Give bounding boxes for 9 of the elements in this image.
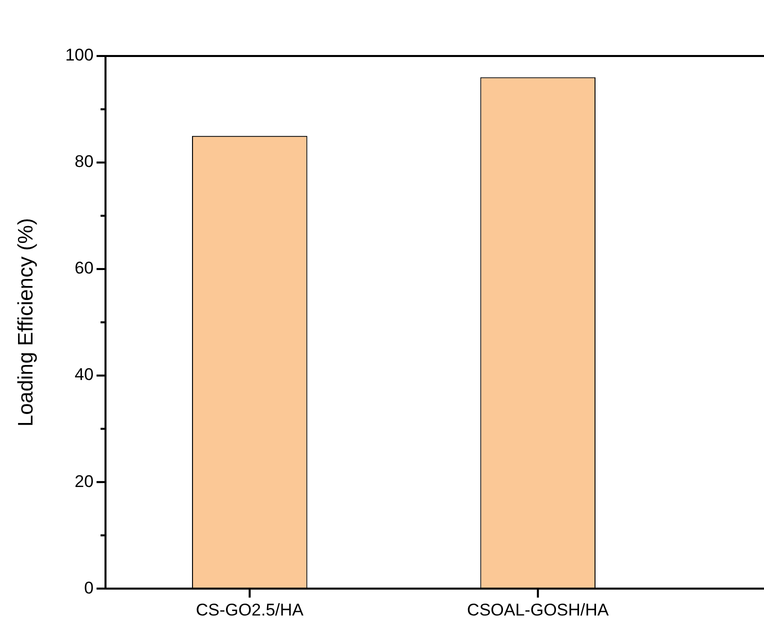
y-tick-label: 20 [74,472,94,491]
y-tick-label: 100 [65,46,94,65]
y-tick-label: 0 [84,578,94,598]
y-tick-label: 40 [74,365,94,384]
y-tick-label: 80 [74,152,94,172]
x-tick-label: CS-GO2.5/HA [196,600,304,620]
x-tick-label: CSOAL-GOSH/HA [467,600,610,620]
y-axis-title: Loading Efficiency (%) [14,218,38,427]
y-tick-label: 60 [74,258,94,278]
